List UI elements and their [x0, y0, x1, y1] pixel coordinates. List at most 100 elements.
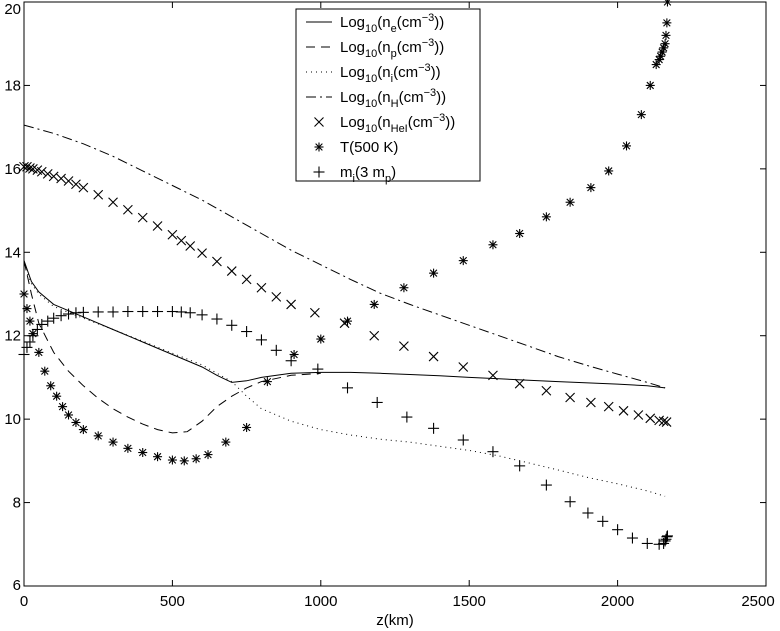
data-point-asterisk	[316, 334, 326, 344]
data-point-plus	[653, 538, 665, 550]
data-point-asterisk	[604, 166, 614, 176]
data-point-x	[661, 417, 672, 427]
data-point-plus	[175, 306, 187, 318]
data-point-x	[108, 197, 118, 208]
series-5	[19, 161, 672, 427]
data-point-asterisk	[191, 454, 201, 464]
legend: Log10(ne(cm−3))Log10(np(cm−3))Log10(ni(c…	[295, 8, 481, 185]
data-point-x	[514, 378, 525, 389]
data-point-plus	[487, 446, 499, 458]
data-point-plus	[48, 312, 60, 324]
x-tick-label: 0	[20, 593, 28, 610]
series-line	[23, 124, 666, 389]
data-point-plus	[122, 306, 134, 318]
data-point-plus	[241, 326, 253, 338]
series-line	[23, 260, 666, 389]
data-point-plus	[36, 318, 48, 330]
series-6	[19, 0, 672, 466]
data-point-x	[19, 161, 29, 172]
data-point-x	[48, 171, 59, 182]
legend-label: T(500 K)	[340, 139, 398, 156]
data-point-plus	[661, 530, 673, 542]
data-point-x	[185, 241, 196, 251]
data-point-plus	[371, 396, 383, 408]
data-point-x	[93, 189, 104, 200]
y-axis-ticks: 6 8 10 12 14 16 18 20	[4, 1, 766, 594]
data-point-x	[256, 282, 267, 293]
y-tick-label: 16	[4, 161, 21, 178]
data-point-x	[176, 235, 187, 246]
data-point-x	[633, 410, 644, 420]
data-point-x	[212, 256, 222, 267]
x-axis-ticks: 0 500 1000 1500 2000 2500	[20, 2, 775, 610]
legend-label: mi(3 mp)	[340, 164, 396, 185]
data-point-asterisk	[399, 283, 409, 293]
data-point-x	[241, 274, 252, 285]
y-tick-label: 12	[4, 328, 21, 345]
data-point-x	[603, 401, 614, 412]
data-point-asterisk	[108, 437, 118, 447]
data-point-asterisk	[34, 347, 44, 357]
data-point-x	[585, 397, 596, 408]
data-point-x	[25, 163, 35, 173]
data-point-asterisk	[289, 349, 299, 359]
series-3	[23, 264, 666, 497]
y-tick-label: 18	[4, 77, 21, 94]
data-point-plus	[255, 334, 267, 346]
data-point-plus	[152, 306, 164, 318]
data-point-plus	[582, 507, 594, 519]
data-point-asterisk	[541, 212, 551, 222]
series-line	[23, 260, 321, 434]
data-point-x	[399, 341, 409, 352]
y-tick-label: 8	[13, 495, 21, 512]
data-point-asterisk	[123, 443, 133, 453]
data-point-x	[565, 392, 576, 403]
data-point-plus	[24, 336, 36, 348]
series-7	[18, 306, 673, 550]
data-point-x	[286, 299, 297, 310]
data-point-asterisk	[167, 455, 177, 465]
data-point-x	[309, 307, 320, 318]
series-4	[23, 124, 666, 389]
data-point-plus	[313, 166, 325, 178]
data-point-plus	[270, 344, 282, 356]
data-point-x	[56, 173, 66, 184]
data-point-x	[428, 351, 439, 362]
data-point-x	[167, 229, 178, 240]
data-point-plus	[42, 315, 54, 327]
data-point-plus	[63, 308, 75, 320]
y-tick-label: 20	[4, 1, 21, 18]
data-point-asterisk	[651, 60, 661, 70]
legend-item: Log10(nHeI(cm−3))	[314, 112, 455, 135]
data-point-asterisk	[64, 410, 74, 420]
legend-label: Log10(ni(cm−3))	[340, 62, 441, 85]
data-point-asterisk	[19, 289, 29, 299]
data-point-plus	[226, 319, 238, 331]
data-point-plus	[342, 382, 354, 394]
data-point-asterisk	[369, 299, 379, 309]
data-point-plus	[31, 323, 43, 335]
data-point-asterisk	[636, 110, 646, 120]
data-point-x	[458, 362, 469, 372]
series-line	[23, 264, 666, 497]
legend-label: Log10(nHeI(cm−3))	[340, 112, 455, 135]
data-point-x	[645, 413, 656, 424]
y-tick-label: 6	[13, 577, 21, 594]
legend-item: Log10(ne(cm−3))	[306, 12, 444, 35]
data-point-asterisk	[458, 256, 468, 266]
x-axis-label: z(km)	[376, 612, 414, 629]
data-point-plus	[55, 310, 67, 322]
series-2	[23, 260, 321, 434]
data-point-asterisk	[314, 142, 324, 152]
data-point-x	[78, 182, 89, 193]
data-point-asterisk	[565, 197, 575, 207]
data-point-asterisk	[515, 229, 525, 239]
data-point-plus	[564, 496, 576, 508]
data-point-plus	[21, 341, 33, 353]
data-point-asterisk	[138, 448, 148, 458]
legend-box	[295, 8, 481, 182]
data-point-asterisk	[488, 240, 498, 250]
data-point-asterisk	[622, 141, 632, 151]
data-point-plus	[107, 306, 119, 318]
